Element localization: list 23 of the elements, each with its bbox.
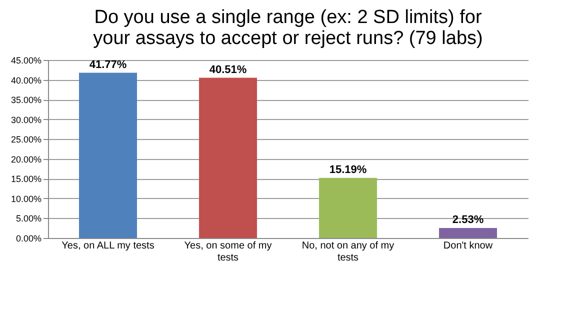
bar [439,228,497,238]
y-tick-label: 35.00% [10,95,42,106]
y-tick-label: 30.00% [10,114,42,125]
y-tick-label: 5.00% [16,214,42,224]
data-label: 15.19% [329,164,367,176]
y-tick-label: 40.00% [10,75,42,86]
y-tick-label: 15.00% [10,174,42,184]
x-tick-label: Yes, on ALL my tests [62,240,154,252]
x-tick-label: Yes, on some of my tests [184,240,272,264]
y-tick-label: 0.00% [16,234,42,244]
data-label: 41.77% [89,58,127,71]
data-label: 2.53% [452,214,484,226]
data-label: 40.51% [209,64,247,76]
bar [319,178,377,238]
bar [199,78,257,238]
bar [79,72,137,238]
x-tick-label: Don't know [443,240,494,252]
x-tick-label: No, not on any of my tests [302,240,394,264]
y-tick-label: 45.00% [10,56,42,66]
y-tick-label: 10.00% [10,194,42,204]
y-tick-label: 25.00% [10,134,42,145]
y-tick-label: 20.00% [10,154,42,164]
chart-title: Do you use a single range (ex: 2 SD limits) for your assays to accept or reject runs? (79 labs) [93,7,483,49]
